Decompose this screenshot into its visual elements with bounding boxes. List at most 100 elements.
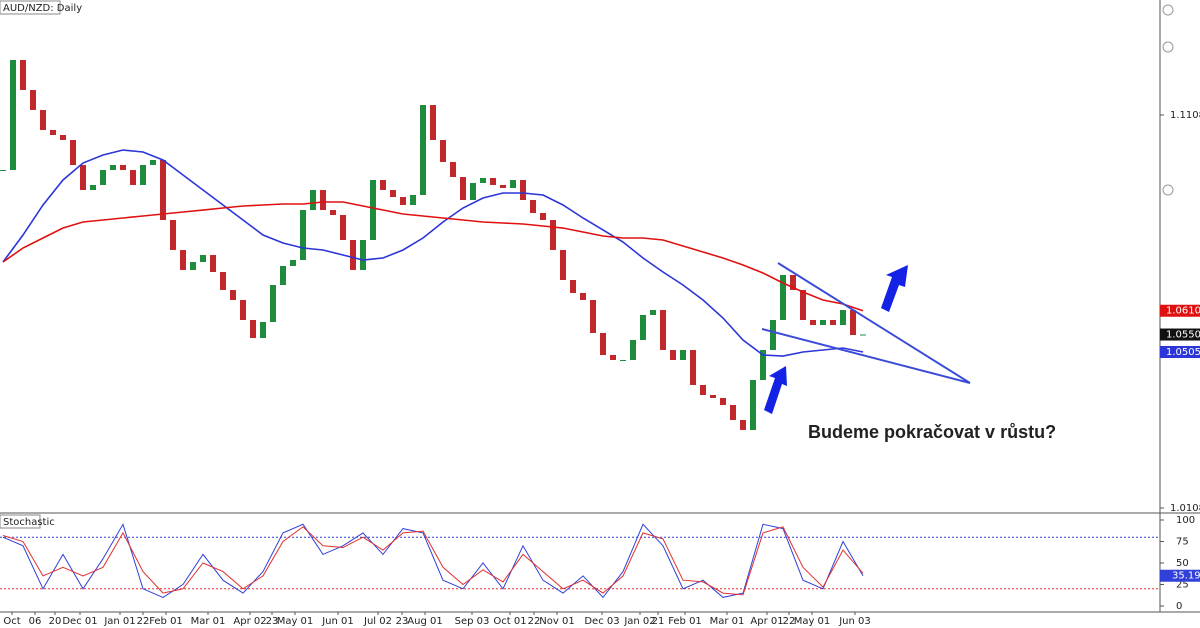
icon[interactable] <box>1162 4 1174 16</box>
candle <box>40 110 46 131</box>
candle <box>800 289 806 320</box>
candle <box>20 60 26 90</box>
x-tick-label: 06 <box>29 616 42 627</box>
x-tick-label: 23 <box>266 616 279 627</box>
candle <box>50 130 56 135</box>
candle <box>740 419 746 430</box>
candle <box>790 274 796 290</box>
candle <box>730 404 736 420</box>
candle <box>500 184 506 189</box>
candle <box>70 139 76 165</box>
candle <box>420 105 426 196</box>
candle <box>610 354 616 360</box>
x-tick-label: Jul 02 <box>363 616 392 627</box>
x-tick-label: 22 <box>528 616 541 627</box>
x-tick-label: Mar 01 <box>191 616 226 627</box>
x-tick-label: Dec 01 <box>62 616 97 627</box>
y-tick-label: 100 <box>1176 515 1195 526</box>
candle <box>620 359 626 361</box>
candle <box>860 334 866 336</box>
y-tick-label: 25 <box>1176 580 1189 591</box>
candle <box>640 314 646 340</box>
candle <box>510 179 516 189</box>
x-tick-label: Jan 02 <box>623 616 655 627</box>
candle <box>200 255 206 263</box>
candle <box>60 134 66 140</box>
x-tick-label: Mar 01 <box>710 616 745 627</box>
candle <box>210 255 216 272</box>
candle <box>830 319 836 326</box>
x-tick-label: 22 <box>783 616 796 627</box>
price-label: 1.06107 <box>1166 306 1200 317</box>
candle <box>710 395 716 398</box>
value-label-box <box>1160 569 1200 582</box>
candle <box>490 177 496 185</box>
indicator-line <box>2 149 864 357</box>
price-label: 1.05502 <box>1166 330 1200 341</box>
x-tick-label: Nov 01 <box>539 616 574 627</box>
candle <box>600 332 606 355</box>
candle <box>850 309 856 335</box>
candle <box>460 177 466 200</box>
drawings <box>761 4 1174 414</box>
x-tick-label: Jun 03 <box>838 616 871 627</box>
price-label-box <box>1160 346 1200 359</box>
title-box <box>0 0 61 15</box>
y-tick-label: 1.11088 <box>1170 110 1200 121</box>
candle <box>380 179 386 191</box>
candle <box>250 319 256 339</box>
candle <box>400 197 406 205</box>
candle <box>720 397 726 405</box>
x-tick-label: Oct <box>3 616 20 627</box>
candle <box>180 249 186 270</box>
candle <box>440 139 446 162</box>
x-tick-label: Sep 03 <box>455 616 490 627</box>
candle <box>190 262 196 270</box>
y-tick-label: 1.01088 <box>1170 503 1200 514</box>
x-tick-label: Aug 01 <box>407 616 442 627</box>
price-label-box <box>1160 304 1200 317</box>
x-tick-label: Feb 01 <box>668 616 702 627</box>
candle <box>410 195 416 205</box>
candle <box>140 164 146 185</box>
candle <box>360 240 366 270</box>
x-tick-label: Feb 01 <box>149 616 183 627</box>
candle <box>480 177 486 183</box>
icon[interactable] <box>1162 184 1174 196</box>
candle <box>330 210 336 216</box>
candle <box>590 300 596 333</box>
value-label: 35.19 <box>1172 571 1200 582</box>
candle <box>280 265 286 286</box>
candle <box>820 319 826 326</box>
candle <box>670 350 676 360</box>
candle <box>770 319 776 351</box>
candle <box>10 60 16 171</box>
candle <box>630 339 636 360</box>
candle <box>130 170 136 185</box>
candle <box>680 350 686 360</box>
x-tick-label: Apr 01 <box>750 616 783 627</box>
candle <box>520 179 526 200</box>
candle <box>320 190 326 211</box>
candle <box>240 300 246 320</box>
candle <box>540 213 546 221</box>
candle <box>90 184 96 191</box>
trendline-upper <box>777 262 971 384</box>
x-tick-label: May 01 <box>794 616 831 627</box>
icon[interactable] <box>1162 41 1174 53</box>
indicator-line <box>2 526 864 596</box>
x-tick-label: Jan 01 <box>103 616 135 627</box>
y-tick-label: 75 <box>1176 537 1189 548</box>
candle <box>450 161 456 178</box>
candle <box>660 309 666 351</box>
stoch-title: Stochastic <box>3 517 55 528</box>
x-tick-label: 21 <box>652 616 665 627</box>
candle <box>560 249 566 281</box>
arrow-up <box>764 366 787 414</box>
candle <box>100 170 106 185</box>
candle <box>340 215 346 241</box>
candle <box>260 321 266 339</box>
